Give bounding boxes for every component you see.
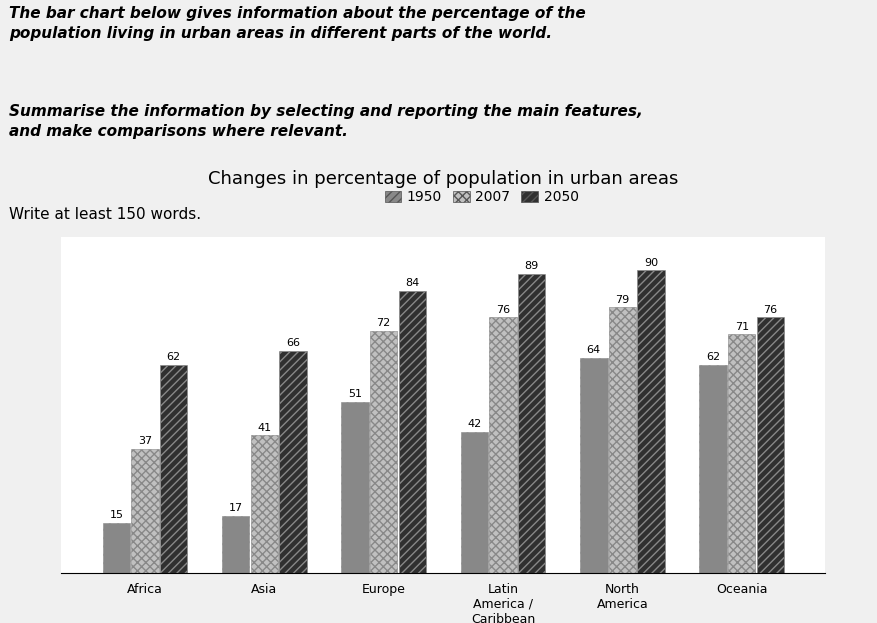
Bar bbox=[580, 358, 607, 573]
Bar bbox=[279, 351, 306, 573]
Text: 90: 90 bbox=[643, 258, 658, 268]
Bar bbox=[341, 402, 368, 573]
Title: Changes in percentage of population in urban areas: Changes in percentage of population in u… bbox=[208, 170, 678, 188]
Text: 51: 51 bbox=[347, 389, 361, 399]
Bar bbox=[517, 273, 545, 573]
Bar bbox=[608, 307, 636, 573]
Text: 72: 72 bbox=[376, 318, 390, 328]
Text: 89: 89 bbox=[524, 261, 538, 271]
Text: 84: 84 bbox=[405, 278, 419, 288]
Bar bbox=[250, 435, 278, 573]
Text: 64: 64 bbox=[586, 345, 600, 355]
Bar bbox=[103, 523, 130, 573]
Text: 76: 76 bbox=[762, 305, 777, 315]
Text: 41: 41 bbox=[257, 422, 271, 432]
Text: 37: 37 bbox=[138, 436, 152, 446]
Bar bbox=[727, 335, 754, 573]
Text: 42: 42 bbox=[467, 419, 481, 429]
Bar bbox=[460, 432, 488, 573]
Text: 79: 79 bbox=[615, 295, 629, 305]
Bar bbox=[756, 318, 783, 573]
Text: 17: 17 bbox=[228, 503, 243, 513]
Text: Write at least 150 words.: Write at least 150 words. bbox=[9, 207, 201, 222]
Text: 76: 76 bbox=[496, 305, 510, 315]
Legend: 1950, 2007, 2050: 1950, 2007, 2050 bbox=[379, 185, 583, 210]
Bar bbox=[398, 290, 425, 573]
Bar bbox=[160, 364, 187, 573]
Text: 15: 15 bbox=[110, 510, 124, 520]
Text: 66: 66 bbox=[286, 338, 300, 348]
Text: The bar chart below gives information about the percentage of the
population liv: The bar chart below gives information ab… bbox=[9, 6, 585, 41]
Text: Summarise the information by selecting and reporting the main features,
and make: Summarise the information by selecting a… bbox=[9, 104, 642, 139]
Bar bbox=[637, 270, 664, 573]
Bar bbox=[132, 449, 159, 573]
Text: 71: 71 bbox=[734, 321, 748, 331]
Bar bbox=[488, 318, 517, 573]
Bar bbox=[369, 331, 397, 573]
Text: 62: 62 bbox=[705, 352, 719, 362]
Text: 62: 62 bbox=[167, 352, 181, 362]
Bar bbox=[222, 516, 249, 573]
Bar bbox=[699, 364, 726, 573]
